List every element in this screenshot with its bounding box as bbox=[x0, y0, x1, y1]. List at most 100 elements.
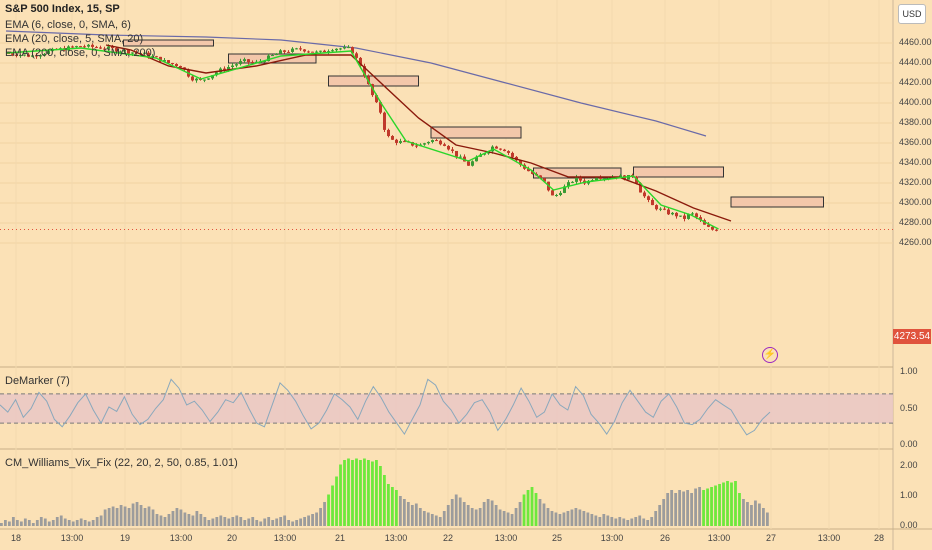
vix-bar bbox=[179, 509, 183, 526]
candle-body bbox=[207, 78, 210, 80]
candle-body bbox=[303, 49, 306, 52]
vix-bar bbox=[462, 502, 466, 526]
vix-bar bbox=[23, 518, 27, 526]
vix-tick-label: 1.00 bbox=[900, 490, 918, 500]
candle-body bbox=[531, 171, 534, 174]
candle-body bbox=[191, 76, 194, 81]
vix-bar bbox=[107, 508, 111, 526]
vix-bar bbox=[35, 520, 39, 526]
candle-body bbox=[695, 213, 698, 218]
vix-bar bbox=[490, 500, 494, 526]
vix-bar bbox=[522, 494, 526, 526]
vix-bar bbox=[494, 505, 498, 526]
vix-bar bbox=[207, 520, 211, 526]
candle-body bbox=[223, 68, 226, 71]
vix-bar bbox=[15, 520, 19, 526]
candle-body bbox=[451, 149, 454, 151]
candle-body bbox=[707, 224, 710, 227]
vix-bar bbox=[231, 517, 235, 526]
vix-bar bbox=[299, 518, 303, 526]
candle-body bbox=[495, 146, 498, 149]
vix-bar bbox=[351, 460, 354, 526]
vix-bar bbox=[418, 508, 422, 526]
candle-body bbox=[459, 156, 462, 158]
vix-bar bbox=[470, 508, 474, 526]
candle-body bbox=[103, 48, 106, 50]
candle-body bbox=[555, 195, 558, 197]
candle-body bbox=[255, 61, 258, 63]
vix-bar bbox=[135, 502, 139, 526]
vix-bar bbox=[590, 514, 594, 526]
candle-body bbox=[423, 143, 426, 145]
vix-bar bbox=[171, 511, 175, 526]
demarker-label[interactable]: DeMarker (7) bbox=[5, 375, 70, 387]
demarker-tick-label: 1.00 bbox=[900, 366, 918, 376]
vix-bar bbox=[498, 509, 502, 526]
vix-bar bbox=[530, 487, 534, 526]
vix-bar bbox=[311, 514, 314, 526]
currency-button[interactable]: USD bbox=[898, 4, 926, 24]
last-price-tag: 4273.54 bbox=[893, 329, 931, 344]
vix-bar bbox=[147, 506, 151, 526]
candle-body bbox=[267, 55, 270, 62]
ema-mid-legend[interactable]: EMA (20, close, 5, SMA, 20) bbox=[5, 33, 144, 45]
candle-body bbox=[379, 102, 382, 113]
candle-body bbox=[563, 186, 566, 193]
vix-bar bbox=[538, 499, 542, 526]
candle-body bbox=[383, 112, 386, 130]
vix-bar bbox=[646, 520, 650, 526]
vix-bar bbox=[151, 509, 155, 526]
vix-bar bbox=[235, 515, 239, 526]
vix-bar bbox=[758, 503, 761, 526]
vix-bar bbox=[482, 502, 486, 526]
candle-body bbox=[391, 136, 394, 140]
vix-bar bbox=[187, 514, 191, 526]
price-tick-label: 4400.00 bbox=[899, 97, 932, 107]
ema-fast-legend[interactable]: EMA (6, close, 0, SMA, 6) bbox=[5, 19, 131, 31]
vix-bar bbox=[410, 505, 414, 526]
vix-bar bbox=[319, 508, 322, 526]
candle-body bbox=[543, 178, 546, 182]
vix-bar bbox=[203, 517, 207, 526]
candle-body bbox=[351, 47, 354, 54]
candle-body bbox=[375, 95, 378, 103]
vix-fix-label[interactable]: CM_Williams_Vix_Fix (22, 20, 2, 50, 0.85… bbox=[5, 457, 238, 469]
time-tick-label: 13:00 bbox=[707, 533, 731, 543]
ema-slow-legend[interactable]: EMA (200, close, 0, SMA, 200) bbox=[5, 47, 156, 59]
time-tick-label: 13:00 bbox=[169, 533, 193, 543]
vix-bar bbox=[458, 497, 462, 526]
candle-body bbox=[107, 46, 110, 49]
vix-bar bbox=[414, 503, 418, 526]
price-tick-label: 4420.00 bbox=[899, 77, 932, 87]
vix-bar bbox=[63, 518, 67, 526]
demarker-line bbox=[0, 378, 771, 436]
vix-bar bbox=[446, 505, 450, 526]
vix-bar bbox=[566, 511, 570, 526]
candle-body bbox=[195, 78, 198, 81]
vix-bar bbox=[155, 514, 159, 526]
supply-zone-box bbox=[430, 126, 522, 139]
flash-icon[interactable]: ⚡ bbox=[762, 347, 778, 363]
vix-bar bbox=[215, 517, 219, 526]
vix-bar bbox=[255, 520, 259, 526]
candle-body bbox=[331, 50, 334, 52]
candle-body bbox=[71, 46, 74, 48]
candle-body bbox=[27, 54, 30, 57]
candle-body bbox=[567, 182, 570, 187]
candle-body bbox=[443, 144, 446, 146]
vix-bar bbox=[295, 520, 299, 526]
vix-bar bbox=[327, 494, 330, 526]
vix-bar bbox=[99, 515, 103, 526]
vix-bar bbox=[514, 508, 518, 526]
candle-body bbox=[683, 215, 686, 219]
candle-body bbox=[299, 48, 302, 50]
vix-bar bbox=[71, 521, 75, 526]
candle-body bbox=[599, 177, 602, 179]
vix-bar bbox=[598, 517, 602, 526]
candle-body bbox=[431, 140, 434, 142]
vix-bar bbox=[638, 515, 642, 526]
vix-bar bbox=[454, 494, 458, 526]
vix-bar bbox=[434, 515, 438, 526]
vix-bar bbox=[291, 521, 295, 526]
vix-bar bbox=[614, 518, 618, 526]
